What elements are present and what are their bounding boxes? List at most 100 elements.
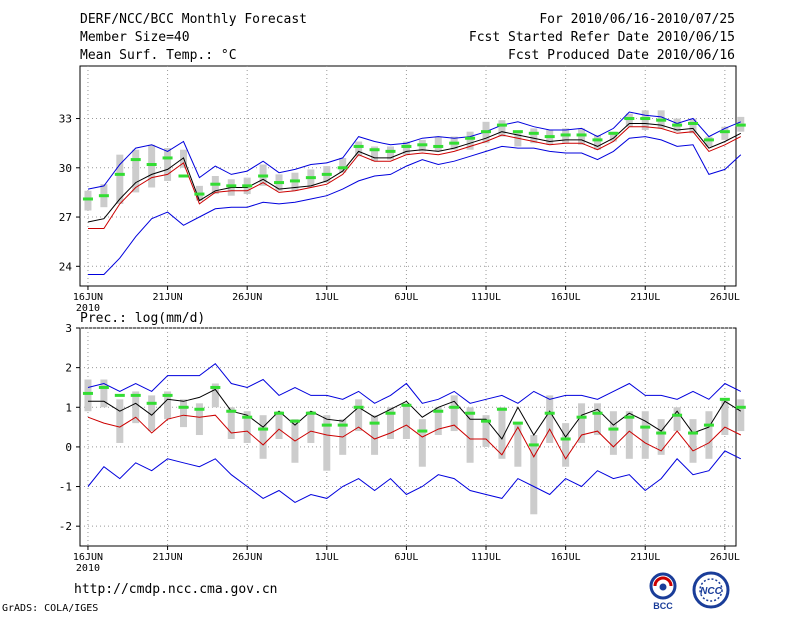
spread-bar (195, 403, 203, 436)
spread-bar (673, 407, 681, 432)
spread-bar (625, 411, 633, 459)
spread-bar (227, 407, 235, 439)
spread-bar (386, 146, 394, 160)
x-tick-label: 21JUL (630, 552, 660, 563)
ensemble-marker (608, 427, 619, 431)
bcc-logo-icon: BCC (649, 572, 677, 611)
spread-bar (148, 395, 156, 432)
x-tick-label: 11JUL (471, 552, 501, 563)
y-tick-label: 2 (65, 362, 72, 375)
spread-bar (466, 131, 474, 150)
ensemble-marker (210, 182, 221, 186)
spread-bar (434, 407, 442, 436)
ensemble-marker (178, 174, 189, 178)
spread-bar (498, 120, 506, 137)
spread-bar (657, 419, 665, 455)
ensemble-marker (544, 135, 555, 139)
ensemble-marker (82, 391, 93, 395)
x-tick-label: 26JUN (232, 292, 262, 303)
ensemble-marker (178, 405, 189, 409)
spread-bar (689, 419, 697, 463)
spread-bar (179, 399, 187, 428)
spread-bar (737, 399, 745, 432)
ensemble-marker (735, 123, 746, 127)
precip-panel-label: Prec.: log(mm/d) (80, 311, 205, 326)
ensemble-marker (130, 158, 141, 162)
spread-bar (689, 118, 697, 134)
spread-bar (355, 399, 363, 432)
series-line-max (87, 363, 742, 404)
ensemble-marker (544, 411, 555, 415)
ensemble-marker (433, 144, 444, 148)
ensemble-marker (560, 437, 571, 441)
ensemble-marker (592, 411, 603, 415)
ensemble-marker (385, 149, 396, 153)
series-line-mean (88, 126, 742, 229)
y-tick-label: 0 (65, 441, 72, 454)
spread-bar (578, 128, 586, 145)
ensemble-marker (512, 421, 523, 425)
x-tick-label: 21JUN (153, 552, 183, 563)
ensemble-marker (226, 184, 237, 188)
spread-bar (609, 131, 617, 142)
spread-bar (402, 403, 410, 439)
ensemble-marker (703, 423, 714, 427)
ensemble-marker (449, 405, 460, 409)
spread-bar (434, 136, 442, 152)
ensemble-marker (735, 405, 746, 409)
spread-bar (562, 423, 570, 467)
ensemble-marker (146, 401, 157, 405)
spread-bar (307, 411, 315, 443)
spread-bar (148, 144, 156, 188)
ensemble-marker (401, 403, 412, 407)
ensemble-marker (417, 429, 428, 433)
ensemble-marker (433, 409, 444, 413)
ensemble-marker (258, 174, 269, 178)
ensemble-marker (703, 138, 714, 142)
ensemble-marker (210, 385, 221, 389)
spread-bar (402, 141, 410, 155)
spread-bar (721, 399, 729, 436)
spread-bar (355, 141, 363, 157)
series-line-max (87, 111, 741, 190)
spread-bar (116, 399, 124, 443)
series-line-min (88, 136, 742, 275)
spread-bar (705, 136, 713, 147)
series-line-mean (87, 414, 742, 460)
ensemble-marker (656, 118, 667, 122)
forecast-start-date: Fcst Started Refer Date 2010/06/15 (468, 30, 735, 45)
spread-bar (132, 149, 140, 193)
x-tick-label: 1JUL (315, 552, 339, 563)
source-url[interactable]: http://cmdp.ncc.cma.gov.cn (74, 582, 278, 597)
ensemble-marker (608, 131, 619, 135)
ensemble-marker (624, 415, 635, 419)
ensemble-marker (242, 184, 253, 188)
spread-bar (84, 379, 92, 412)
ensemble-marker (719, 397, 730, 401)
spread-bar (641, 411, 649, 459)
ensemble-marker (321, 423, 332, 427)
ensemble-marker (417, 143, 428, 147)
spread-bar (466, 407, 474, 463)
x-tick-label: 26JUL (710, 292, 740, 303)
ensemble-marker (82, 197, 93, 201)
ensemble-marker (449, 141, 460, 145)
spread-bar (498, 407, 506, 459)
spread-bar (530, 128, 538, 144)
spread-bar (164, 148, 172, 181)
series-line-median (88, 388, 742, 440)
y-tick-label: 3 (65, 322, 72, 335)
ensemble-marker (592, 138, 603, 142)
ensemble-marker (305, 411, 316, 415)
ensemble-marker (274, 181, 285, 185)
plot-frame (79, 65, 737, 287)
ensemble-marker (114, 393, 125, 397)
ensemble-marker (337, 423, 348, 427)
ensemble-marker (688, 121, 699, 125)
spread-bar (371, 146, 379, 162)
ensemble-marker (98, 385, 109, 389)
y-tick-label: 1 (65, 401, 72, 414)
x-tick-label: 6JUL (394, 292, 418, 303)
spread-bar (371, 415, 379, 455)
